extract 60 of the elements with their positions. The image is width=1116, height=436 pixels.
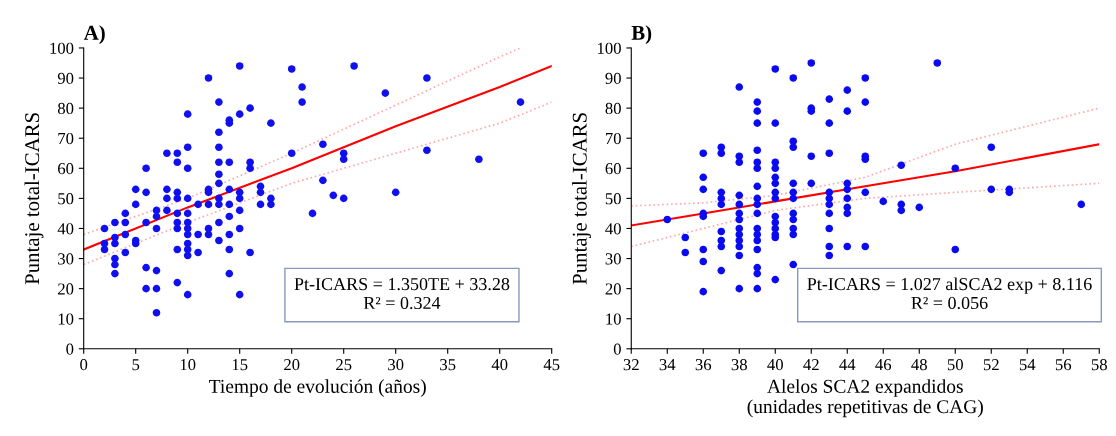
y-tick-label: 70 — [58, 132, 74, 145]
line-series — [631, 107, 1100, 207]
y-tick-label: 40 — [57, 223, 74, 235]
y-tick-label: 100 — [598, 42, 621, 54]
chart-title: B) — [631, 25, 652, 45]
x-tick-label: 42 — [803, 359, 819, 371]
y-tick-label: 60 — [58, 163, 74, 175]
x-tick-label: 40 — [767, 359, 783, 371]
x-tick-label: 48 — [911, 359, 927, 371]
x-tick-label: 30 — [388, 359, 404, 371]
y-tick-label: 60 — [605, 163, 621, 175]
y-tick-label: 80 — [605, 102, 621, 115]
line-series — [631, 182, 1100, 248]
x-tick-label: 40 — [491, 359, 508, 371]
x-tick-label: 15 — [232, 359, 248, 371]
y-tick-label: 80 — [57, 102, 74, 115]
y-tick-label: 100 — [50, 42, 74, 54]
x-axis-title: Alelos SCA2 expandidos (unidades repetitivas de CAG) — [747, 379, 983, 418]
chart-title: A) — [83, 25, 105, 45]
y-tick-label: 50 — [58, 193, 74, 205]
line-series — [83, 47, 522, 236]
x-tick-label: 58 — [1091, 359, 1107, 371]
x-tick-label: 44 — [839, 359, 856, 371]
y-tick-label: 30 — [605, 253, 621, 265]
x-tick-label: 54 — [1019, 359, 1036, 371]
x-tick-label: 46 — [875, 359, 892, 371]
x-tick-label: 5 — [132, 359, 140, 371]
x-tick-label: 56 — [1055, 359, 1072, 371]
x-tick-label: 36 — [695, 359, 712, 371]
y-axis-title: Puntaje total-ICARS — [24, 113, 44, 285]
y-tick-label: 30 — [58, 253, 74, 265]
line-series — [631, 143, 1100, 227]
y-tick-label: 90 — [605, 72, 621, 84]
annotation: Pt-ICARS = 1.027 alSCA2 exp + 8.116 R² = 0.056 — [807, 277, 1092, 310]
annotation: Pt-ICARS = 1.350TE + 33.28 R² = 0.324 — [294, 277, 510, 310]
y-tick-label: 20 — [605, 283, 621, 295]
x-tick-label: 45 — [543, 359, 560, 371]
x-tick-label: 38 — [731, 359, 747, 371]
x-tick-label: 52 — [983, 359, 999, 371]
x-tick-label: 0 — [80, 359, 88, 371]
y-tick-label: 50 — [605, 193, 621, 205]
line-series — [83, 101, 552, 266]
x-tick-label: 32 — [623, 359, 639, 371]
line-series — [83, 64, 552, 251]
x-tick-label: 10 — [180, 359, 196, 371]
y-tick-label: 0 — [66, 343, 74, 355]
y-tick-label: 20 — [58, 283, 74, 295]
y-tick-label: 10 — [58, 313, 74, 325]
x-tick-label: 34 — [659, 359, 676, 371]
x-axis-title: Tiempo de evolución (años) — [209, 379, 426, 397]
y-tick-label: 90 — [57, 72, 74, 84]
x-tick-label: 20 — [284, 359, 300, 371]
y-tick-label: 10 — [606, 313, 621, 325]
y-tick-label: 70 — [605, 132, 621, 145]
x-tick-label: 50 — [947, 359, 963, 371]
x-tick-label: 35 — [440, 359, 456, 371]
y-tick-label: 40 — [605, 223, 621, 235]
y-axis-title: Puntaje total-ICARS — [572, 113, 591, 285]
y-tick-label: 0 — [613, 343, 621, 355]
x-tick-label: 25 — [336, 359, 352, 371]
